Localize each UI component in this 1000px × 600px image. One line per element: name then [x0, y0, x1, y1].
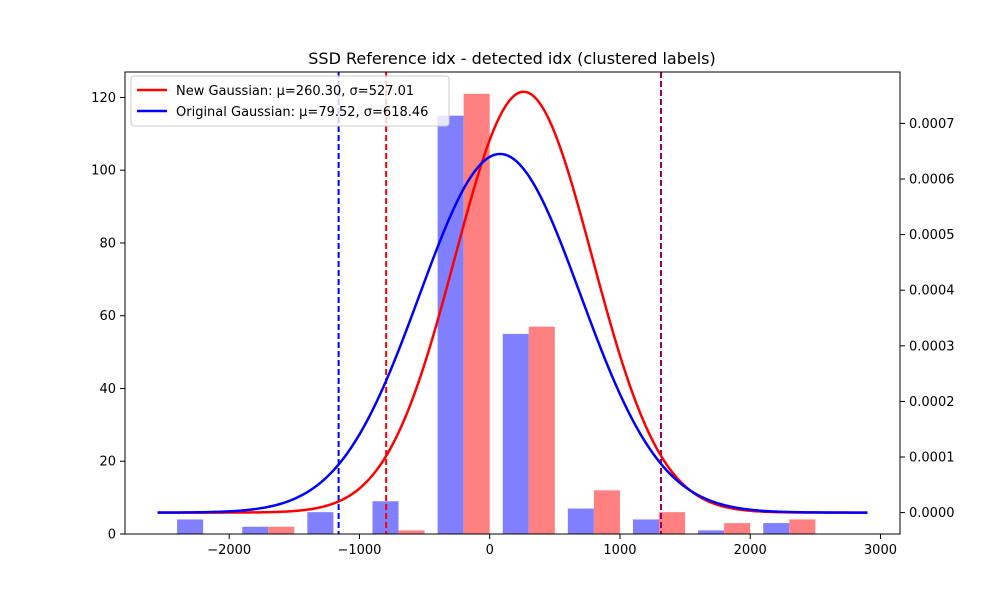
bar-original-1 [242, 526, 269, 534]
x-tick-label-0: −2000 [207, 543, 251, 558]
bar-original-5 [502, 333, 529, 534]
axes-layer: −2000 −1000 0 1000 2000 3000 0 20 40 60 80 100 120 0.… [91, 71, 955, 558]
x-tick-label-4: 2000 [734, 543, 767, 558]
bar-original-2 [307, 512, 334, 534]
chart-title: SSD Reference idx - detected idx (cluste… [308, 49, 715, 68]
y-right-tick-label-6: 0.0006 [909, 173, 955, 188]
x-tick-label-3: 1000 [603, 543, 636, 558]
y-right-tick-label-1: 0.0001 [909, 451, 955, 466]
y-left-tick-label-5: 100 [91, 164, 116, 179]
legend-label-new-gaussian: New Gaussian: μ=260.30, σ=527.01 [176, 84, 414, 99]
curves-layer [157, 90, 868, 514]
y-right-tick-label-7: 0.0007 [909, 117, 955, 132]
reference-lines-layer [337, 72, 662, 534]
gaussian-curve-1 [157, 152, 868, 514]
y-right-tick-label-0: 0.0000 [909, 506, 955, 521]
bar-new-7 [659, 512, 686, 534]
x-tick-label-1: −1000 [337, 543, 381, 558]
y-right-tick-label-2: 0.0002 [909, 395, 955, 410]
bar-original-4 [437, 115, 464, 535]
legend-label-original-gaussian: Original Gaussian: μ=79.52, σ=618.46 [176, 105, 428, 120]
legend-frame [130, 75, 450, 127]
bar-new-5 [528, 326, 555, 534]
bars-layer [177, 93, 816, 535]
bar-new-3 [398, 530, 425, 534]
y-right-tick-label-4: 0.0004 [909, 284, 955, 299]
x-tick-label-2: 0 [486, 543, 494, 558]
bar-new-1 [268, 526, 295, 534]
bar-original-6 [567, 508, 594, 534]
bar-original-9 [763, 523, 790, 534]
y-left-tick-label-1: 20 [99, 455, 116, 470]
y-left-tick-label-2: 40 [99, 382, 116, 397]
x-tick-label-5: 3000 [864, 543, 897, 558]
plot-frame [124, 71, 901, 535]
legend: New Gaussian: μ=260.30, σ=527.01 Origina… [130, 75, 450, 127]
y-left-tick-label-3: 60 [99, 309, 116, 324]
bar-original-8 [698, 530, 725, 534]
bar-new-8 [724, 523, 751, 534]
y-left-tick-label-6: 120 [91, 91, 116, 106]
bar-original-0 [177, 519, 204, 534]
y-right-tick-label-3: 0.0003 [909, 339, 955, 354]
bar-new-6 [593, 490, 620, 534]
y-right-tick-label-5: 0.0005 [909, 228, 955, 243]
bar-original-7 [632, 519, 660, 534]
bar-new-9 [789, 519, 816, 534]
y-left-tick-label-4: 80 [99, 236, 116, 251]
y-left-tick-label-0: 0 [108, 528, 116, 543]
